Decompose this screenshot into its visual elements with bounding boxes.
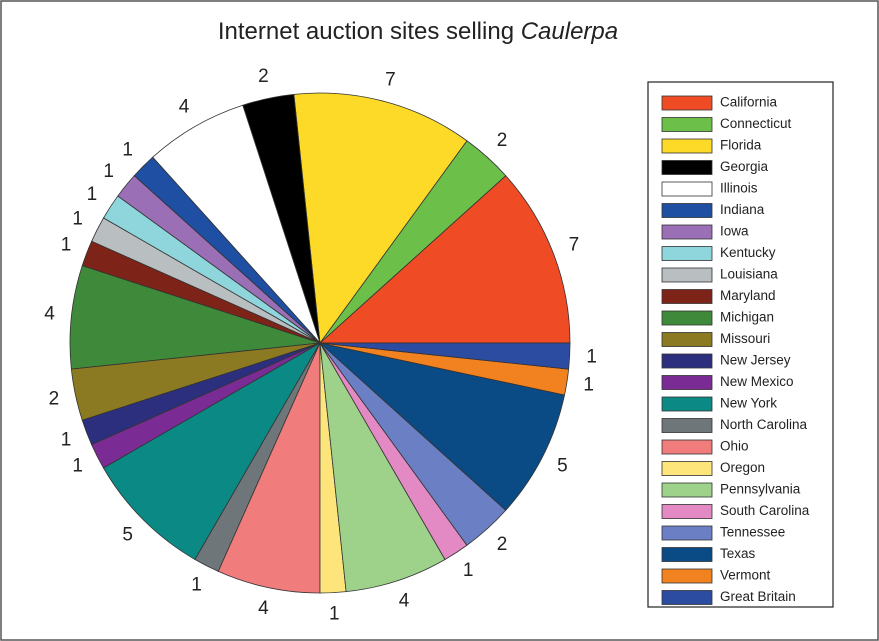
slice-label: 2 [497, 534, 508, 555]
slice-label: 1 [583, 375, 594, 396]
slice-label: 1 [191, 574, 202, 595]
legend-label: New Mexico [720, 374, 794, 389]
legend-label: Tennessee [720, 525, 785, 540]
slice-label: 1 [61, 235, 72, 256]
slice-label: 1 [463, 560, 474, 581]
slice-label: 1 [586, 346, 597, 367]
slice-label: 4 [258, 598, 269, 619]
legend-label: Connecticut [720, 116, 792, 131]
slice-label: 4 [179, 96, 190, 117]
legend-swatch [661, 160, 713, 175]
slice-label: 4 [44, 304, 55, 325]
legend-swatch [661, 568, 713, 584]
legend-label: Indiana [720, 202, 765, 217]
slice-label: 7 [385, 69, 396, 90]
legend-swatch [661, 547, 713, 562]
slice-label: 2 [258, 66, 269, 87]
legend-label: Iowa [720, 224, 749, 239]
legend-swatch [661, 396, 713, 412]
legend-swatch [661, 138, 713, 154]
slice-label: 5 [557, 456, 568, 477]
slice-label: 1 [72, 456, 83, 477]
legend-label: California [720, 95, 778, 110]
legend-swatch [661, 439, 713, 455]
legend-label: Michigan [720, 310, 774, 325]
slice-label: 1 [61, 429, 72, 450]
pie-slice [318, 342, 566, 511]
legend-label: South Carolina [720, 503, 810, 518]
slice-label: 1 [103, 161, 114, 182]
slice-label: 4 [399, 591, 410, 612]
legend-swatch [661, 310, 713, 326]
slice-label: 1 [87, 184, 98, 205]
legend-swatch [661, 353, 713, 369]
legend-swatch [661, 267, 713, 283]
legend-label: Pennsylvania [720, 482, 801, 497]
legend-swatch [661, 117, 713, 132]
legend-swatch [661, 181, 713, 197]
legend-swatch [661, 246, 713, 261]
legend-swatch [661, 461, 713, 476]
slice-label: 5 [122, 524, 133, 545]
slice-label: 1 [72, 209, 83, 230]
legend-label: Kentucky [720, 245, 776, 260]
pie-slice [318, 175, 571, 344]
legend-label: Maryland [720, 288, 776, 303]
legend-label: Ohio [720, 439, 749, 454]
legend-swatch [661, 203, 713, 218]
slice-label: 1 [122, 140, 133, 161]
legend-swatch [661, 224, 713, 240]
legend-label: Vermont [720, 568, 771, 583]
legend-swatch [661, 375, 713, 390]
legend-label: New Jersey [720, 353, 791, 368]
legend-swatch [661, 525, 713, 541]
legend-label: Georgia [720, 159, 769, 174]
legend-label: North Carolina [720, 417, 808, 432]
legend-label: Missouri [720, 331, 770, 346]
title-main: Internet auction sites selling [218, 18, 514, 45]
legend-label: Illinois [720, 181, 758, 196]
legend-label: Oregon [720, 460, 765, 475]
chart-title: Internet auction sites selling Caulerpa [218, 18, 618, 45]
pie-slice [293, 92, 468, 345]
legend-label: Florida [720, 138, 762, 153]
legend-swatch [661, 332, 713, 347]
legend-label: Texas [720, 546, 756, 561]
legend-swatch [661, 482, 713, 498]
legend-swatch [661, 95, 713, 111]
slice-label: 2 [49, 389, 60, 410]
legend-swatch [661, 504, 713, 519]
legend-swatch [661, 590, 713, 605]
legend-swatch [661, 289, 713, 304]
title-italic: Caulerpa [521, 18, 618, 45]
legend-label: New York [720, 396, 777, 411]
slice-label: 7 [569, 235, 580, 256]
legend-label: Great Britain [720, 589, 796, 604]
legend-swatch [661, 418, 713, 433]
pie-slice [319, 342, 571, 370]
pie-slice [102, 341, 322, 561]
legend-label: Louisiana [720, 267, 778, 282]
slice-label: 2 [497, 130, 508, 151]
slice-label: 1 [329, 604, 340, 625]
